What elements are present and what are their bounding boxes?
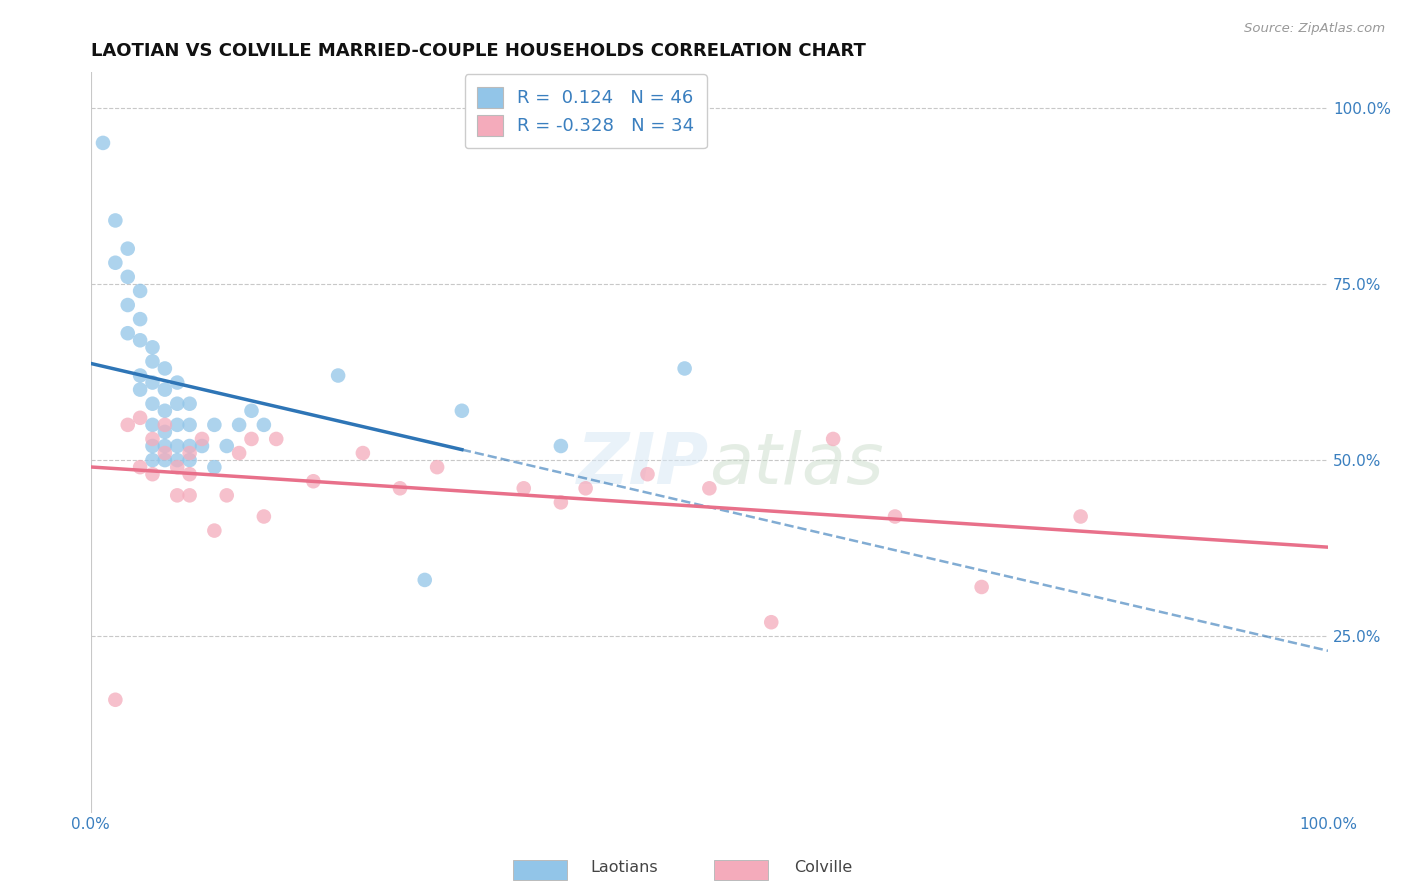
Point xyxy=(166,488,188,502)
Text: ZIP: ZIP xyxy=(576,430,710,500)
Point xyxy=(129,383,152,397)
Point xyxy=(264,432,287,446)
Point xyxy=(202,524,225,538)
Point xyxy=(970,580,993,594)
Point xyxy=(153,446,176,460)
Point xyxy=(179,397,201,411)
Point xyxy=(129,410,152,425)
Point xyxy=(699,481,721,495)
Point xyxy=(104,213,127,227)
Point xyxy=(191,432,214,446)
Point xyxy=(228,417,250,432)
Point xyxy=(884,509,907,524)
Point xyxy=(166,397,188,411)
Text: Colville: Colville xyxy=(794,861,852,875)
Point xyxy=(179,467,201,482)
Point xyxy=(141,453,163,467)
Point xyxy=(352,446,374,460)
Point xyxy=(550,495,572,509)
Point xyxy=(153,361,176,376)
Point xyxy=(426,460,449,475)
Point xyxy=(202,460,225,475)
Point xyxy=(117,298,139,312)
Point xyxy=(637,467,659,482)
Point xyxy=(673,361,696,376)
Point xyxy=(117,269,139,284)
Point xyxy=(302,475,325,489)
Point xyxy=(215,439,238,453)
Point xyxy=(141,397,163,411)
Point xyxy=(191,439,214,453)
Point xyxy=(388,481,411,495)
Point xyxy=(129,333,152,347)
Point xyxy=(153,453,176,467)
Point xyxy=(141,354,163,368)
Text: Source: ZipAtlas.com: Source: ZipAtlas.com xyxy=(1244,22,1385,36)
Point xyxy=(179,446,201,460)
Point xyxy=(141,417,163,432)
Point xyxy=(823,432,845,446)
Point xyxy=(129,368,152,383)
Legend: R =  0.124   N = 46, R = -0.328   N = 34: R = 0.124 N = 46, R = -0.328 N = 34 xyxy=(465,74,707,148)
Point xyxy=(153,439,176,453)
Point xyxy=(166,376,188,390)
Point xyxy=(575,481,598,495)
Point xyxy=(166,460,188,475)
Point xyxy=(166,439,188,453)
Point xyxy=(141,376,163,390)
Point xyxy=(253,417,276,432)
Point xyxy=(141,340,163,354)
Point xyxy=(326,368,349,383)
Point xyxy=(413,573,436,587)
Point xyxy=(240,403,263,417)
Point xyxy=(104,692,127,706)
Point xyxy=(179,417,201,432)
Point xyxy=(550,439,572,453)
Point xyxy=(451,403,474,417)
Point xyxy=(179,453,201,467)
Point xyxy=(179,439,201,453)
Point xyxy=(117,326,139,341)
Point xyxy=(179,488,201,502)
Point xyxy=(1070,509,1092,524)
Point xyxy=(129,284,152,298)
Text: LAOTIAN VS COLVILLE MARRIED-COUPLE HOUSEHOLDS CORRELATION CHART: LAOTIAN VS COLVILLE MARRIED-COUPLE HOUSE… xyxy=(90,42,866,60)
Point xyxy=(166,453,188,467)
Point xyxy=(153,403,176,417)
Point xyxy=(153,425,176,439)
Point xyxy=(141,439,163,453)
Point xyxy=(129,460,152,475)
Point xyxy=(202,417,225,432)
Point xyxy=(153,417,176,432)
Point xyxy=(253,509,276,524)
Point xyxy=(104,256,127,270)
Point xyxy=(117,242,139,256)
Point xyxy=(141,467,163,482)
Text: atlas: atlas xyxy=(710,430,884,500)
Point xyxy=(240,432,263,446)
Point xyxy=(129,312,152,326)
Point xyxy=(117,417,139,432)
Point xyxy=(228,446,250,460)
Point xyxy=(153,383,176,397)
Point xyxy=(761,615,783,630)
Point xyxy=(215,488,238,502)
Point xyxy=(141,432,163,446)
Point xyxy=(513,481,536,495)
Text: Laotians: Laotians xyxy=(591,861,658,875)
Point xyxy=(166,417,188,432)
Point xyxy=(91,136,114,150)
